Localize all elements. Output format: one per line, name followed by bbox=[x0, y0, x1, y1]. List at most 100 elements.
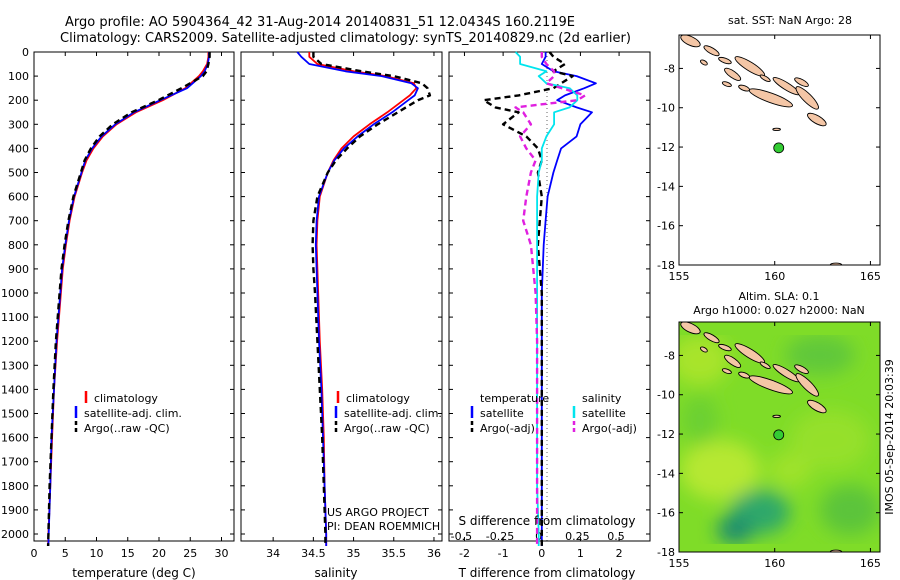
temperature-series bbox=[46, 52, 211, 547]
island bbox=[772, 414, 781, 418]
difference-depth-ticks bbox=[449, 51, 650, 535]
sla-anomaly bbox=[679, 335, 730, 385]
series-line-satellite-adj-clim bbox=[47, 52, 210, 547]
map-y-tick-label: -10 bbox=[657, 389, 675, 402]
depth-axis: 0 100 200 300 400 500 600 700 800 900 1000 1100 1200… bbox=[1, 46, 234, 541]
sla-anomaly bbox=[785, 335, 855, 375]
island bbox=[724, 67, 742, 81]
difference-legend: temperature salinity satellite Argo(-adj… bbox=[470, 392, 637, 435]
map-y-tick-label: -16 bbox=[657, 507, 675, 520]
series-line-argo-raw-qc bbox=[46, 52, 211, 547]
island bbox=[772, 127, 781, 131]
difference-panel: -2 -1 0 1 2-0.5 -0.25 0 0.25 0.5 T difference fr… bbox=[448, 51, 651, 580]
island bbox=[721, 368, 732, 375]
sla-anomaly bbox=[717, 516, 753, 544]
y-tick-label: 300 bbox=[8, 118, 29, 131]
map-x-tick-label: 165 bbox=[860, 557, 881, 570]
temperature-x-axis: 0 5 10 15 20 25 30 bbox=[31, 52, 229, 560]
x-tick-label: 34.5 bbox=[301, 547, 326, 560]
map-x-tick-label: 160 bbox=[764, 557, 785, 570]
temperature-legend: climatology satellite-adj. clim. Argo(..… bbox=[74, 391, 182, 435]
y-tick-label: 1600 bbox=[1, 432, 29, 445]
sla-anomaly bbox=[820, 485, 880, 535]
island bbox=[703, 45, 720, 57]
x2-tick-label: 0.25 bbox=[565, 530, 590, 543]
sst-map-panel: sat. SST: NaN Argo: 28 155 160 165 -8 -10 -12… bbox=[657, 14, 881, 283]
x-tick-label: -2 bbox=[459, 547, 470, 560]
series-line-climatology bbox=[47, 52, 210, 547]
sla-map-panel: Altim. SLA: 0.1 Argo h1000: 0.027 h2000:… bbox=[657, 290, 881, 570]
legend-label-argo: Argo(..raw -QC) bbox=[344, 422, 430, 435]
x-tick-label: 2 bbox=[616, 547, 623, 560]
island bbox=[794, 364, 809, 374]
argo-float-marker bbox=[773, 429, 785, 441]
y-tick-label: 400 bbox=[8, 142, 29, 155]
map-x-tick-label: 165 bbox=[860, 270, 881, 283]
map-y-tick-label: -14 bbox=[657, 180, 675, 193]
y-tick-label: 900 bbox=[8, 263, 29, 276]
sla-anomaly bbox=[682, 395, 718, 445]
timestamp: IMOS 05-Sep-2014 20:03:39 bbox=[883, 359, 896, 514]
series-line-t-argo-adj bbox=[482, 51, 574, 546]
x-tick-label: 1 bbox=[577, 547, 584, 560]
x-tick-label: 35.5 bbox=[382, 547, 407, 560]
y-tick-label: 1400 bbox=[1, 383, 29, 396]
y-tick-label: 1500 bbox=[1, 408, 29, 421]
y-tick-label: 1800 bbox=[1, 480, 29, 493]
y-tick-label: 1000 bbox=[1, 287, 29, 300]
map-y-tick-label: -8 bbox=[664, 349, 675, 362]
island bbox=[718, 56, 732, 65]
legend-header-salinity: salinity bbox=[582, 392, 622, 405]
island bbox=[795, 86, 819, 110]
series-line-satellite-adj-clim bbox=[296, 51, 419, 546]
island bbox=[699, 59, 708, 66]
legend-header-temperature: temperature bbox=[480, 392, 549, 405]
x-tick-label: 34 bbox=[266, 547, 280, 560]
salinity-series bbox=[296, 51, 432, 546]
island bbox=[738, 371, 750, 379]
y-tick-label: 200 bbox=[8, 94, 29, 107]
y-tick-label: 1700 bbox=[1, 456, 29, 469]
x-tick-label: 25 bbox=[183, 547, 197, 560]
x-tick-label: 10 bbox=[90, 547, 104, 560]
island bbox=[759, 74, 771, 83]
salinity-xlabel: salinity bbox=[314, 566, 357, 580]
map-y-tick-label: -8 bbox=[664, 62, 675, 75]
map-y-tick-label: -12 bbox=[657, 428, 675, 441]
salinity-x-axis: 34 34.5 35 35.5 36 bbox=[266, 52, 441, 560]
map-y-tick-label: -10 bbox=[657, 102, 675, 115]
sla-field-anomalies bbox=[679, 335, 880, 544]
figure-subtitle: Climatology: CARS2009. Satellite-adjuste… bbox=[60, 31, 631, 46]
legend-label-satellite: satellite-adj. clim. bbox=[84, 407, 182, 420]
x-tick-label: 36 bbox=[427, 547, 441, 560]
argo-float-marker bbox=[773, 142, 785, 154]
island bbox=[807, 399, 827, 414]
map-y-tick-label: -16 bbox=[657, 220, 675, 233]
series-line-s-satellite bbox=[514, 51, 579, 546]
sla-field bbox=[679, 322, 880, 552]
x-tick-label: -1 bbox=[498, 547, 509, 560]
x-tick-label: 0 bbox=[538, 547, 545, 560]
legend-label-t-argo: Argo(-adj) bbox=[480, 422, 535, 435]
salinity-axes-frame bbox=[240, 51, 443, 542]
figure-title: Argo profile: AO 5904364_42 31-Aug-2014 … bbox=[65, 15, 575, 30]
sla-anomaly bbox=[768, 452, 812, 488]
sst-map-axes: 155 160 165 -8 -10 -12 -14 -16 -18 bbox=[657, 35, 881, 283]
legend-label-climatology: climatology bbox=[346, 392, 410, 405]
sst-map-coastline bbox=[680, 35, 843, 265]
sst-map-frame bbox=[678, 34, 881, 266]
island bbox=[807, 112, 827, 127]
island bbox=[680, 35, 701, 48]
sla-map-frame bbox=[678, 321, 881, 553]
map-x-tick-label: 160 bbox=[764, 270, 785, 283]
map-x-tick-label: 155 bbox=[669, 557, 690, 570]
y-tick-label: 700 bbox=[8, 215, 29, 228]
island bbox=[680, 322, 701, 335]
series-line-climatology bbox=[308, 52, 418, 546]
legend-label-s-argo: Argo(-adj) bbox=[582, 422, 637, 435]
island bbox=[795, 373, 819, 397]
legend-label-argo: Argo(..raw -QC) bbox=[84, 422, 170, 435]
difference-axes-frame bbox=[448, 51, 651, 542]
x2-tick-label: -0.25 bbox=[486, 530, 514, 543]
